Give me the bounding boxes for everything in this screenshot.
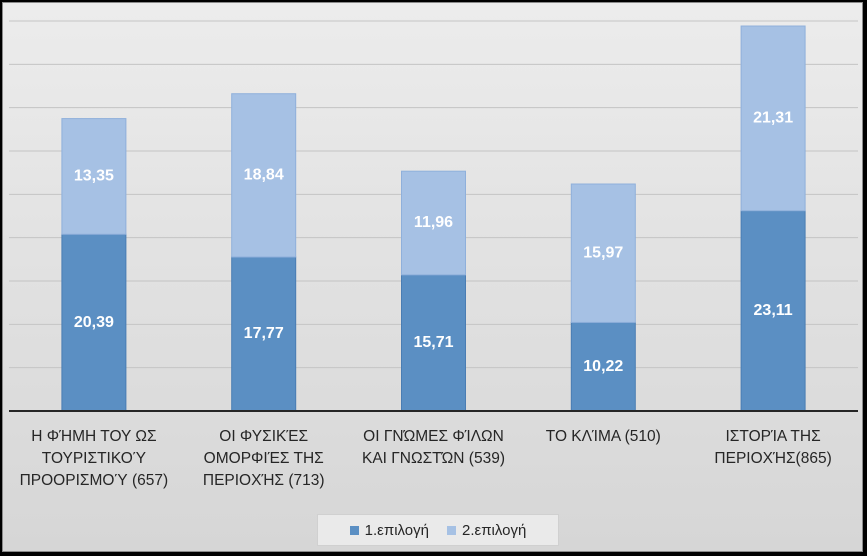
data-label-series-2: 11,96 <box>414 214 453 231</box>
data-label-series-2: 13,35 <box>74 168 114 185</box>
x-tick-label: ΟΙ ΦΥΣΙΚΈΣ ΟΜΟΡΦΙΈΣ ΤΗΣ ΠΕΡΙΟΧΉΣ (713) <box>203 428 325 489</box>
legend-item-series-2: 2.επιλογή <box>447 522 526 539</box>
data-label-series-2: 15,97 <box>583 244 623 261</box>
legend-swatch-series-2 <box>447 525 456 535</box>
legend-label-series-2: 2.επιλογή <box>462 521 527 539</box>
legend: 1.επιλογή 2.επιλογή <box>317 514 559 546</box>
x-tick-label: ΙΣΤΟΡΊΑ ΤΗΣ ΠΕΡΙΟΧΉΣ(865) <box>714 428 831 467</box>
bar-segment-series-1 <box>740 210 806 412</box>
bar-segment-series-2 <box>231 93 297 258</box>
data-label-series-1: 15,71 <box>413 334 453 351</box>
bar-segment-series-2 <box>61 118 127 235</box>
plot-area: 20,39 13,35 Η ΦΉΜΗ ΤΟΥ ΩΣ ΤΟΥΡΙΣΤΙΚΟΎ ΠΡΟΟΡΙ… <box>9 20 858 489</box>
x-tick-label: Η ΦΉΜΗ ΤΟΥ ΩΣ ΤΟΥΡΙΣΤΙΚΟΎ ΠΡΟΟΡΙΣΜΟΎ (657) <box>20 428 169 489</box>
legend-label-series-1: 1.επιλογή <box>364 521 429 539</box>
data-label-series-1: 17,77 <box>244 325 284 342</box>
bar-segment-series-2 <box>740 25 806 212</box>
bar-segment-series-2 <box>570 183 636 323</box>
data-label-series-1: 23,11 <box>754 302 793 319</box>
legend-swatch-series-1 <box>349 525 359 535</box>
data-label-series-2: 21,31 <box>753 110 793 127</box>
data-label-series-1: 10,22 <box>583 358 623 375</box>
x-tick-label: ΤΟ ΚΛΊΜΑ (510) <box>546 428 661 445</box>
data-label-series-2: 18,84 <box>244 167 284 184</box>
legend-item-series-1: 1.επιλογή <box>349 521 429 539</box>
bar-segment-series-1 <box>61 233 127 412</box>
x-tick-label: ΟΙ ΓΝΏΜΕΣ ΦΊΛΩΝ ΚΑΙ ΓΝΩΣΤΏΝ (539) <box>362 428 505 467</box>
bar-segment-series-2 <box>401 170 466 276</box>
data-label-series-1: 20,39 <box>74 314 114 331</box>
